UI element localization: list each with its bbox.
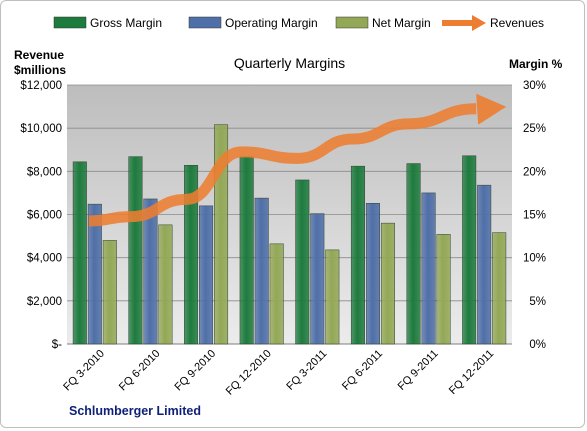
- net-margin-bar: [380, 222, 395, 345]
- left-axis-title: $millions: [14, 63, 66, 77]
- right-axis-title: Margin %: [509, 57, 563, 71]
- right-tick-label: 30%: [523, 80, 546, 92]
- left-tick-label: $10,000: [20, 123, 62, 135]
- revenues-legend-label: Revenues: [490, 16, 544, 30]
- category-label: FQ 12-2010: [224, 348, 274, 398]
- left-tick-label: $4,000: [27, 253, 62, 265]
- gross-margin-legend-swatch: [53, 16, 87, 29]
- gross-margin-legend-label: Gross Margin: [90, 16, 162, 30]
- net-margin-bar: [158, 224, 173, 345]
- net-margin-bar: [436, 234, 451, 345]
- gross-margin-bar: [184, 165, 199, 345]
- operating-margin-bar: [199, 205, 214, 345]
- right-tick-label: 25%: [523, 123, 546, 135]
- gross-margin-bar: [462, 155, 477, 345]
- operating-margin-bar: [254, 197, 269, 345]
- chart-title: Quarterly Margins: [234, 55, 345, 71]
- left-tick-label: $6,000: [27, 210, 62, 222]
- category-label: FQ 6-2010: [117, 348, 163, 394]
- left-tick-label: $-: [52, 339, 62, 351]
- net-margin-bar: [102, 240, 117, 345]
- gross-margin-bar: [406, 163, 421, 345]
- operating-margin-legend-swatch: [188, 16, 222, 29]
- gross-margin-bar: [239, 156, 254, 345]
- gross-margin-bar: [72, 161, 87, 345]
- operating-margin-bar: [477, 184, 492, 345]
- gross-margin-bar: [295, 179, 310, 345]
- net-margin-bar: [492, 232, 507, 345]
- category-label: FQ 3-2011: [284, 348, 329, 393]
- revenues-line: [88, 103, 477, 227]
- right-tick-label: 5%: [529, 296, 546, 308]
- operating-margin-bar: [421, 192, 436, 345]
- operating-margin-bar: [310, 213, 325, 345]
- category-label: FQ 12-2011: [447, 348, 496, 397]
- operating-margin-legend-label: Operating Margin: [225, 16, 318, 30]
- revenues-arrowhead: [476, 93, 507, 125]
- left-tick-label: $12,000: [20, 80, 62, 92]
- net-margin-bar: [325, 249, 340, 345]
- revenues-legend-arrowhead: [472, 15, 486, 31]
- right-tick-label: 20%: [523, 166, 546, 178]
- right-tick-label: 0%: [529, 339, 546, 351]
- operating-margin-bar: [365, 203, 380, 345]
- category-label: FQ 6-2011: [340, 348, 385, 393]
- left-axis-title: Revenue: [14, 48, 64, 62]
- company-name: Schlumberger Limited: [69, 404, 201, 418]
- gross-margin-bar: [350, 165, 365, 345]
- category-label: FQ 9-2010: [173, 348, 219, 394]
- left-tick-label: $2,000: [27, 296, 62, 308]
- right-tick-label: 15%: [523, 210, 546, 222]
- right-tick-label: 10%: [523, 253, 546, 265]
- category-label: FQ 9-2011: [396, 348, 441, 393]
- net-margin-legend-swatch: [335, 16, 369, 29]
- operating-margin-bar: [87, 203, 102, 345]
- gross-margin-bar: [128, 156, 143, 345]
- left-tick-label: $8,000: [27, 166, 62, 178]
- operating-margin-bar: [143, 198, 158, 345]
- net-margin-legend-label: Net Margin: [372, 16, 431, 30]
- category-label: FQ 3-2010: [61, 348, 107, 394]
- net-margin-bar: [269, 243, 284, 345]
